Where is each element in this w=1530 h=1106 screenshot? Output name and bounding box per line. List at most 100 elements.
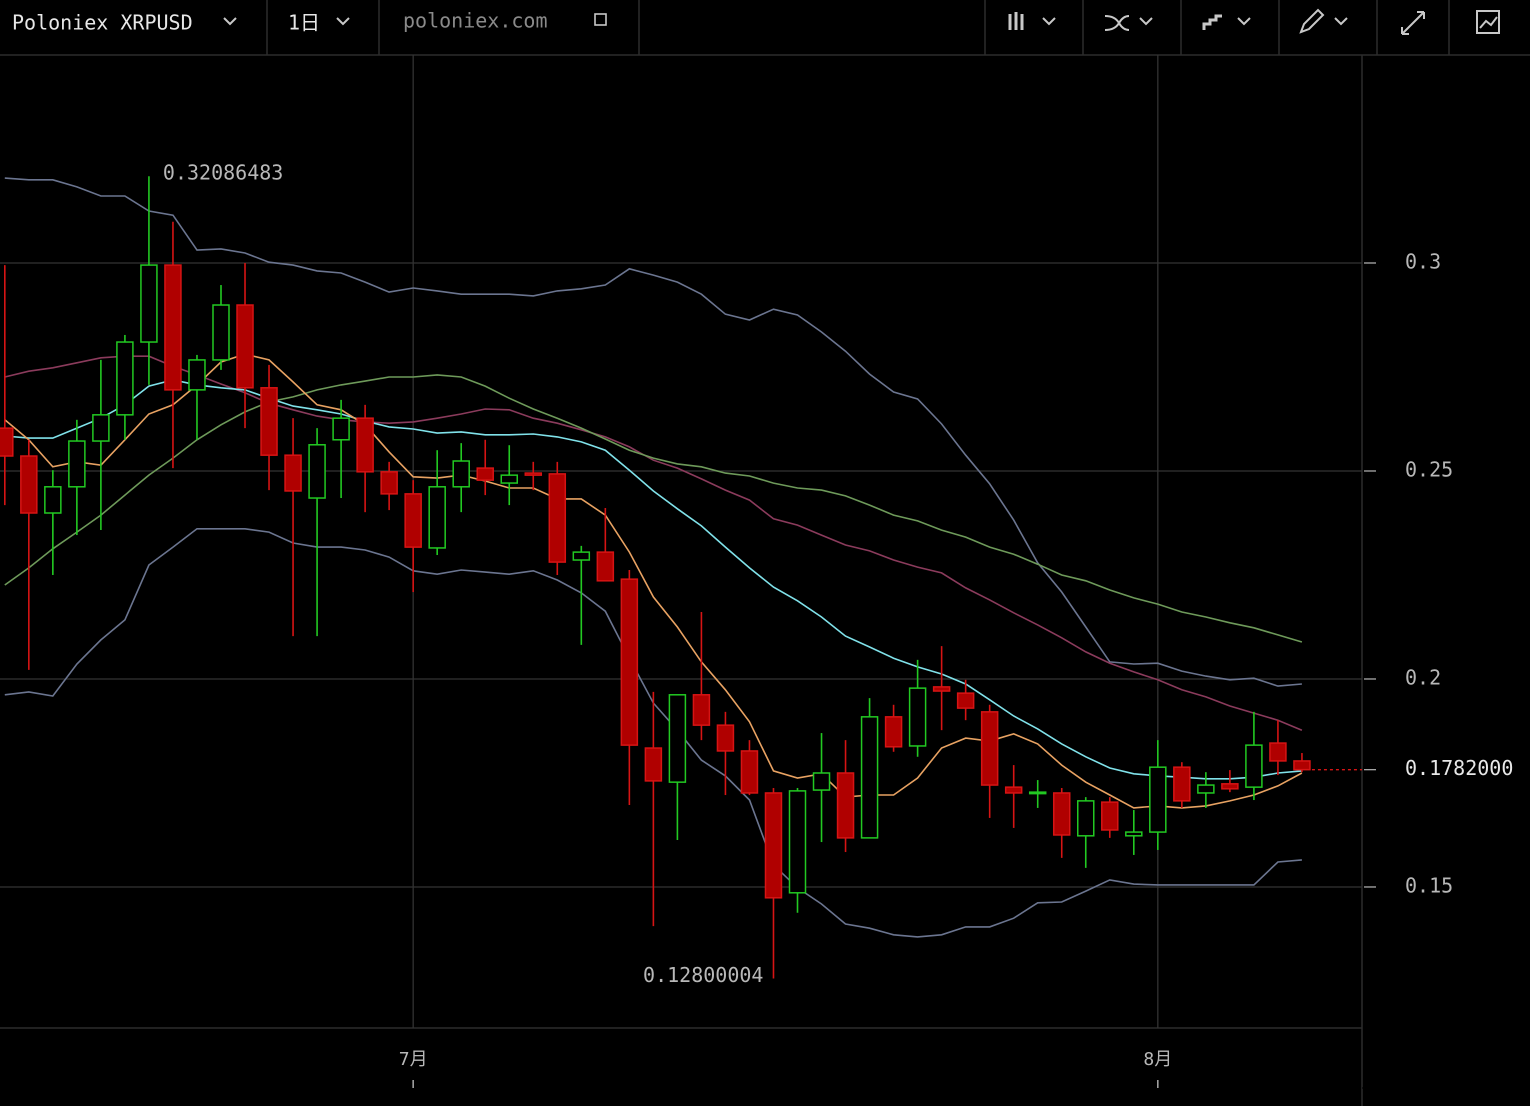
candle-body (44, 486, 62, 514)
candle-body (236, 304, 254, 389)
candle-body (1293, 760, 1311, 771)
candle-body (212, 304, 230, 361)
pencil-icon (1299, 8, 1325, 34)
candle-body (20, 455, 38, 514)
candle-body (692, 694, 711, 726)
candle-body (404, 493, 422, 548)
popout-icon (594, 13, 607, 26)
candle-body (1197, 784, 1215, 794)
low-label: 0.12800004 (643, 963, 763, 987)
indicator-line (4, 374, 1303, 643)
candle-body (332, 417, 350, 441)
plot-area: 0.32086483 0.12800004 (0, 55, 1362, 1028)
y-tick-label: 0.15 (1405, 873, 1453, 897)
indicators-button[interactable] (1104, 15, 1153, 31)
candle-body (476, 467, 494, 481)
toolbar: Poloniex XRPUSD 1日 poloniex.com (0, 0, 1530, 56)
snapshot-icon (1476, 10, 1500, 34)
y-tick-label: 0.3 (1405, 249, 1441, 273)
candle-body (116, 341, 134, 416)
candle-body (1077, 800, 1095, 837)
chevron (336, 17, 350, 26)
candle-body (524, 472, 543, 476)
candle-style-button[interactable] (1008, 12, 1056, 30)
chevron (223, 17, 237, 26)
candle-body (1173, 766, 1191, 802)
high-label: 0.32086483 (163, 161, 283, 185)
candle-body (188, 359, 206, 391)
candles-icon (1008, 12, 1024, 30)
candle-body (1269, 742, 1287, 762)
candle-body (140, 264, 158, 343)
x-tick-label: 7月 (399, 1049, 428, 1070)
candle-body (1125, 831, 1143, 837)
compare-button[interactable] (1202, 14, 1251, 30)
interval-button[interactable]: 1日 (288, 11, 350, 35)
candle-body (1221, 783, 1239, 790)
candle-body (572, 551, 591, 561)
chevron (1237, 17, 1251, 26)
candle-body (932, 686, 951, 692)
indicators-icon (1104, 15, 1130, 31)
candle-body (68, 440, 86, 488)
candle-body (740, 750, 759, 794)
candle-body (0, 427, 14, 457)
candle-body (812, 772, 831, 791)
draw-button[interactable] (1299, 8, 1348, 34)
candle-body (164, 264, 182, 391)
y-tick-label: 0.25 (1405, 457, 1453, 481)
candle-body (548, 473, 567, 563)
candle-body (452, 460, 470, 488)
chevron (1139, 17, 1153, 26)
candle-body (1052, 792, 1071, 836)
candle-body (1245, 744, 1263, 788)
candle-body (308, 444, 326, 499)
symbol-button[interactable]: Poloniex XRPUSD (12, 11, 237, 35)
candle-body (620, 578, 639, 746)
chevron (1334, 17, 1348, 26)
source: poloniex.com (403, 9, 548, 33)
candle-body (284, 454, 302, 492)
candle-body (884, 716, 903, 748)
candle-body (380, 471, 398, 495)
source-link[interactable]: poloniex.com (403, 9, 607, 33)
candle-body (836, 772, 855, 839)
candle-body (428, 486, 446, 549)
last-price-label: 0.1782000 (1405, 756, 1513, 780)
candle-body (908, 687, 927, 747)
candle-body (92, 414, 110, 442)
candle-body (1101, 801, 1119, 831)
x-tick-label: 8月 (1143, 1049, 1172, 1070)
candle-body (644, 747, 663, 782)
candle-body (1149, 766, 1167, 833)
symbol: Poloniex XRPUSD (12, 11, 193, 35)
indicator-line (4, 177, 1302, 687)
indicator-line (4, 379, 1302, 780)
screenshot-button[interactable] (1476, 10, 1500, 34)
candle-body (596, 551, 615, 582)
candle-body (356, 417, 374, 473)
fullscreen-button[interactable] (1401, 11, 1425, 35)
axes: 0.15 0.2 0.25 0.3 7月 8月 0.1782000 (399, 249, 1513, 1088)
compare-icon (1202, 14, 1222, 30)
candle-body (788, 790, 807, 894)
interval: 1日 (288, 11, 320, 35)
candle-body (1004, 786, 1023, 794)
candle-body (500, 474, 518, 484)
candle-body (716, 724, 735, 752)
indicator-line (4, 355, 1303, 731)
candle-body (764, 792, 783, 899)
candle-body (980, 711, 999, 786)
y-tick-label: 0.2 (1405, 665, 1441, 689)
candle-body (668, 694, 687, 783)
candle-body (956, 692, 975, 709)
candle-body (860, 716, 879, 839)
chevron (1042, 17, 1056, 26)
candle-body (1028, 791, 1047, 795)
fullscreen-icon (1401, 11, 1425, 35)
candle-body (260, 387, 278, 456)
snapshot-glyph (1479, 16, 1498, 29)
